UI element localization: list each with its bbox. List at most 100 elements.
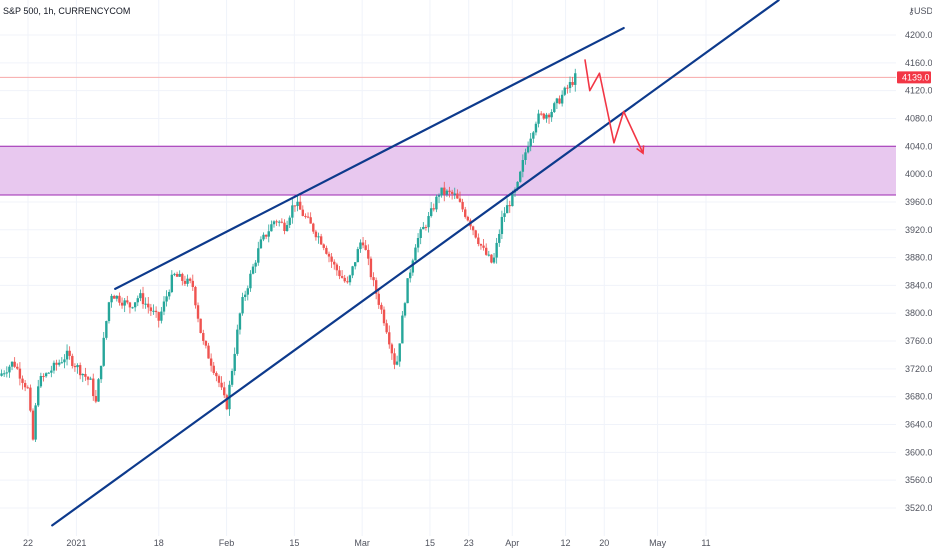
candle-body bbox=[437, 195, 441, 197]
candle-body bbox=[340, 276, 344, 278]
candle-body bbox=[448, 190, 451, 192]
candle-body bbox=[29, 387, 32, 411]
candle-body bbox=[283, 222, 286, 232]
candle-body bbox=[42, 376, 45, 378]
candle-body bbox=[154, 310, 158, 313]
candle-body bbox=[99, 365, 103, 380]
candle-body bbox=[118, 295, 121, 303]
candle-body bbox=[31, 410, 35, 440]
candle-body bbox=[335, 264, 339, 271]
candle-body bbox=[508, 205, 511, 207]
candle-body bbox=[550, 111, 553, 118]
candle-body bbox=[251, 266, 255, 274]
candle-body bbox=[435, 196, 438, 210]
candle-body bbox=[23, 382, 27, 388]
time-tick-label: 23 bbox=[464, 538, 474, 548]
price-tick-label: 4040.0 bbox=[905, 141, 932, 151]
candle-body bbox=[568, 82, 572, 89]
candle-body bbox=[78, 365, 82, 376]
candle-body bbox=[330, 256, 333, 262]
candle-body bbox=[183, 280, 187, 284]
candle-body bbox=[406, 278, 409, 304]
price-tick-label: 3640.0 bbox=[905, 420, 932, 430]
candle-body bbox=[209, 358, 213, 366]
time-tick-label: 20 bbox=[599, 538, 609, 548]
candle-body bbox=[165, 296, 168, 302]
candle-body bbox=[338, 270, 341, 277]
candle-body bbox=[364, 245, 367, 250]
price-tick-label: 3840.0 bbox=[905, 280, 932, 290]
candle-body bbox=[2, 373, 6, 375]
candle-body bbox=[71, 355, 74, 366]
candle-body bbox=[16, 366, 19, 369]
candle-body bbox=[81, 373, 84, 376]
time-axis[interactable]: 22 2021 18 Feb 15 Mar 15 23 Apr 12 20 May 11 bbox=[23, 538, 711, 548]
candle-body bbox=[524, 152, 527, 161]
candle-body bbox=[511, 192, 514, 207]
candle-body bbox=[63, 359, 66, 363]
candle-body bbox=[526, 146, 530, 153]
candle-body bbox=[395, 361, 399, 365]
candle-body bbox=[94, 396, 98, 402]
candle-body bbox=[39, 376, 43, 387]
candle-body bbox=[285, 225, 289, 232]
candle-body bbox=[393, 353, 396, 365]
candle-body bbox=[178, 273, 181, 277]
candle-body bbox=[196, 305, 200, 319]
time-tick-label: Apr bbox=[505, 538, 519, 548]
candles bbox=[0, 68, 577, 443]
candle-body bbox=[503, 213, 506, 217]
candle-body bbox=[68, 350, 71, 356]
candle-body bbox=[272, 221, 276, 225]
candle-body bbox=[385, 323, 388, 333]
candle-body bbox=[539, 113, 543, 115]
candle-body bbox=[50, 370, 53, 373]
candle-body bbox=[377, 293, 380, 305]
candle-body bbox=[188, 278, 192, 281]
candle-body bbox=[304, 215, 307, 217]
candle-body bbox=[372, 277, 375, 281]
candle-body bbox=[571, 82, 574, 85]
candle-body bbox=[466, 216, 470, 221]
candle-body bbox=[348, 275, 352, 283]
candle-body bbox=[13, 361, 16, 367]
candle-body bbox=[398, 343, 401, 362]
time-tick-label: 2021 bbox=[66, 538, 86, 548]
candle-body bbox=[191, 280, 194, 287]
candle-body bbox=[65, 350, 69, 360]
candle-body bbox=[136, 298, 139, 303]
trendlines[interactable] bbox=[51, 0, 780, 527]
candle-body bbox=[199, 318, 202, 333]
candle-body bbox=[126, 300, 129, 303]
candle-body bbox=[382, 309, 386, 324]
price-tick-label: 4080.0 bbox=[905, 113, 932, 123]
candle-body bbox=[325, 247, 328, 254]
chart-grid bbox=[0, 0, 896, 536]
candle-body bbox=[92, 378, 95, 397]
candle-body bbox=[128, 302, 132, 308]
price-axis[interactable]: 3520.0 3560.0 3600.0 3640.0 3680.0 3720.0 3760… bbox=[905, 30, 932, 513]
candle-body bbox=[534, 123, 538, 133]
candle-body bbox=[346, 281, 349, 283]
candle-body bbox=[474, 230, 477, 238]
projection-path[interactable] bbox=[584, 59, 645, 155]
candle-body bbox=[351, 266, 354, 276]
candle-body bbox=[139, 293, 142, 299]
candle-body bbox=[243, 294, 247, 298]
candle-body bbox=[296, 201, 299, 207]
candle-body bbox=[484, 247, 488, 255]
candle-body bbox=[280, 221, 284, 223]
candle-body bbox=[416, 237, 420, 248]
candle-body bbox=[291, 205, 294, 218]
candle-body bbox=[545, 114, 548, 119]
candle-body bbox=[414, 247, 417, 261]
candle-body bbox=[257, 248, 260, 263]
candle-body bbox=[464, 209, 467, 217]
candle-body bbox=[429, 208, 433, 217]
candle-body bbox=[52, 362, 56, 371]
candle-body bbox=[471, 226, 475, 231]
currency-selector[interactable]: ⚷ USD bbox=[905, 5, 932, 17]
projection-arrowhead bbox=[636, 145, 645, 155]
lock-icon: ⚷ bbox=[908, 6, 915, 16]
candle-body bbox=[495, 242, 498, 258]
